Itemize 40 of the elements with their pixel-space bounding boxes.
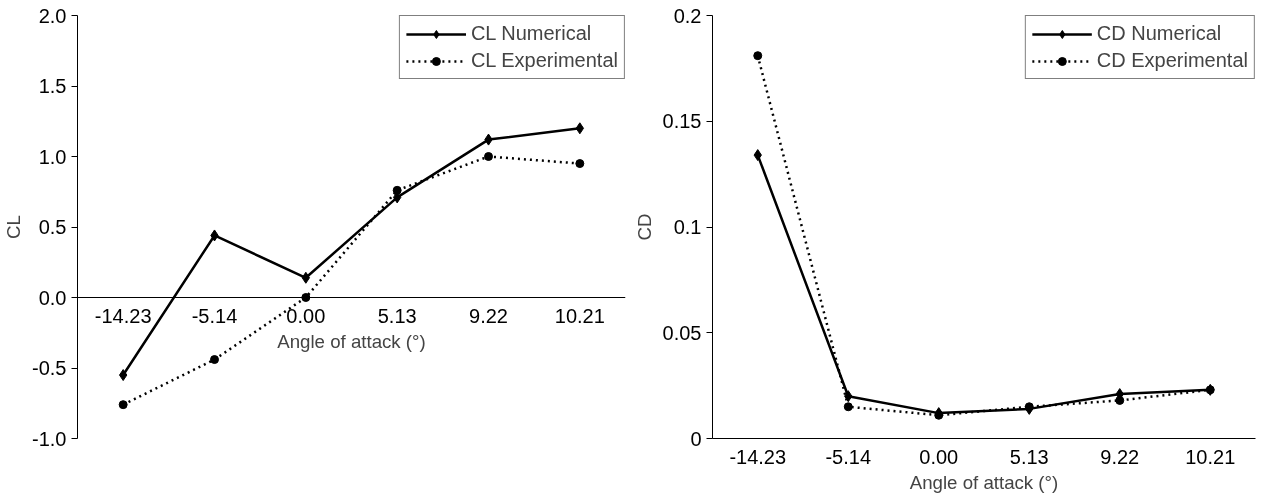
x-tick-label: 10.21 <box>554 304 605 327</box>
legend-label: CD Numerical <box>1096 22 1222 45</box>
y-axis-title: CL <box>3 215 25 239</box>
y-tick-label: 0.15 <box>662 110 702 133</box>
point <box>484 152 493 161</box>
x-tick-label: -14.23 <box>94 304 152 327</box>
y-tick-label: 1.5 <box>38 75 67 97</box>
point <box>210 355 219 365</box>
y-axis-title: CD <box>633 213 655 241</box>
y-tick-label: 0.5 <box>38 216 67 238</box>
x-tick-label: 10.21 <box>1185 445 1236 468</box>
y-tick-label: 0.2 <box>673 4 702 27</box>
y-tick-label: -0.5 <box>32 357 67 379</box>
legend-label: CL Numerical <box>470 22 592 45</box>
point <box>753 51 763 61</box>
y-tick-label: 0.0 <box>38 286 67 309</box>
x-axis-title: Angle of attack (°) <box>909 471 1059 493</box>
x-tick-label: 0.00 <box>286 304 326 327</box>
y-tick-label: 1.0 <box>38 145 67 168</box>
x-tick-label: 5.13 <box>1009 445 1049 468</box>
x-tick-label: 9.22 <box>469 304 508 327</box>
point <box>392 185 402 195</box>
y-tick-label: 0.05 <box>662 321 702 344</box>
x-axis-title: Angle of attack (°) <box>277 330 426 352</box>
point <box>1115 395 1125 405</box>
x-tick-label: 0.00 <box>919 445 959 468</box>
x-tick-label: -5.14 <box>191 304 238 327</box>
point <box>843 402 853 412</box>
x-tick-label: -5.14 <box>825 445 872 468</box>
x-tick-label: -14.23 <box>729 445 787 468</box>
y-tick-label: 2.0 <box>38 4 67 27</box>
x-tick-label: 9.22 <box>1100 445 1140 468</box>
point <box>118 400 128 410</box>
point <box>575 159 585 169</box>
y-tick-label: -1.0 <box>32 427 67 450</box>
legend-label: CD Experimental <box>1096 49 1248 72</box>
y-tick-label: 0.1 <box>673 216 702 238</box>
x-tick-label: 5.13 <box>377 304 417 327</box>
legend-label: CL Experimental <box>470 49 618 72</box>
y-tick-label: 0 <box>690 427 702 450</box>
